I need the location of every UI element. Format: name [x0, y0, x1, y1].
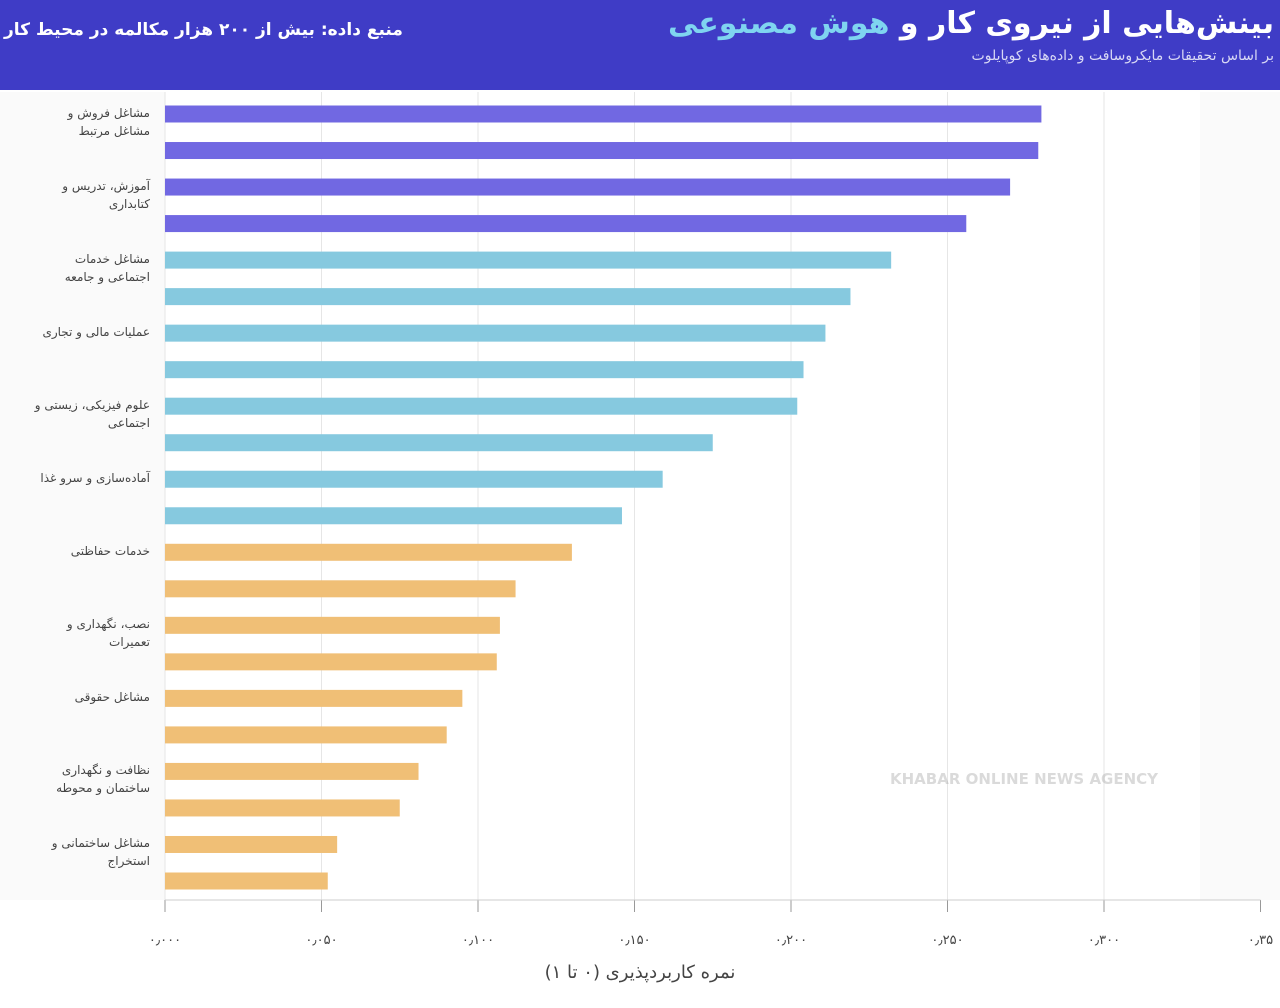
bar: [165, 361, 804, 379]
y-tick-label: آماده‌سازی و سرو غذا: [40, 471, 150, 486]
bar: [165, 689, 463, 707]
subtitle: بر اساس تحقیقات مایکروسافت و داده‌های کو…: [971, 48, 1274, 64]
x-tick-label: ۰٫۳۰۰: [1088, 933, 1120, 948]
bar: [165, 178, 1011, 196]
x-tick-label: ۰٫۱۰۰: [462, 933, 494, 948]
bar: [165, 288, 851, 306]
bar: [165, 470, 663, 488]
y-tick-label: علوم فیزیکی، زیستی و اجتماعی: [34, 398, 150, 431]
bar: [165, 653, 497, 671]
x-tick-label: ۰٫۲۰۰: [775, 933, 807, 948]
x-tick-label: ۰٫۰۵۰: [305, 933, 337, 948]
x-tick-label: ۰٫۱۵۰: [618, 933, 650, 948]
bar: [165, 507, 622, 525]
y-tick-label: خدمات حفاظتی: [70, 544, 150, 559]
header: بینش‌هایی از نیروی کار و هوش مصنوعی بر ا…: [0, 0, 1280, 90]
bar: [165, 580, 516, 598]
bar: [165, 762, 419, 780]
bar: [165, 543, 572, 561]
bar: [165, 142, 1039, 160]
x-tick-label: ۰٫۰۰۰: [149, 933, 181, 948]
bar: [165, 215, 967, 233]
y-tick-label: مشاغل فروش و مشاغل مرتبط: [67, 106, 150, 138]
title-highlight: هوش مصنوعی: [667, 6, 890, 41]
x-tick-label: ۰٫۲۵۰: [931, 933, 963, 948]
bar: [165, 324, 826, 342]
x-tick-label: ۰٫۳۵: [1248, 933, 1273, 948]
y-tick-label: عملیات مالی و تجاری: [42, 325, 150, 340]
bar: [165, 616, 500, 634]
y-tick-label: مشاغل حقوقی: [74, 690, 150, 705]
bar: [165, 872, 328, 890]
title: بینش‌هایی از نیروی کار و: [899, 6, 1274, 41]
bar: [165, 835, 338, 853]
y-tick-label: آموزش، تدریس و کتابداری: [62, 179, 150, 212]
watermark: KHABAR ONLINE NEWS AGENCY: [890, 770, 1159, 788]
title-row: بینش‌هایی از نیروی کار و هوش مصنوعی: [668, 6, 1274, 41]
y-tick-label: نصب، نگهداری و تعمیرات: [66, 617, 150, 650]
bar: [165, 434, 713, 452]
bar: [165, 105, 1042, 123]
bar: [165, 726, 447, 744]
bar: [165, 397, 798, 415]
y-tick-label: مشاغل خدمات اجتماعی و جامعه: [64, 252, 150, 285]
x-axis-label: نمره کاربردپذیری (۰ تا ۱): [544, 962, 736, 983]
y-tick-label: مشاغل ساختمانی و استخراج: [51, 836, 150, 869]
bar: [165, 799, 400, 817]
source: منبع داده: بیش از ۲۰۰ هزار مکالمه در محی…: [4, 20, 403, 40]
y-tick-label: نظافت و نگهداری ساختمان و محوطه: [56, 763, 150, 796]
bar: [165, 251, 892, 269]
